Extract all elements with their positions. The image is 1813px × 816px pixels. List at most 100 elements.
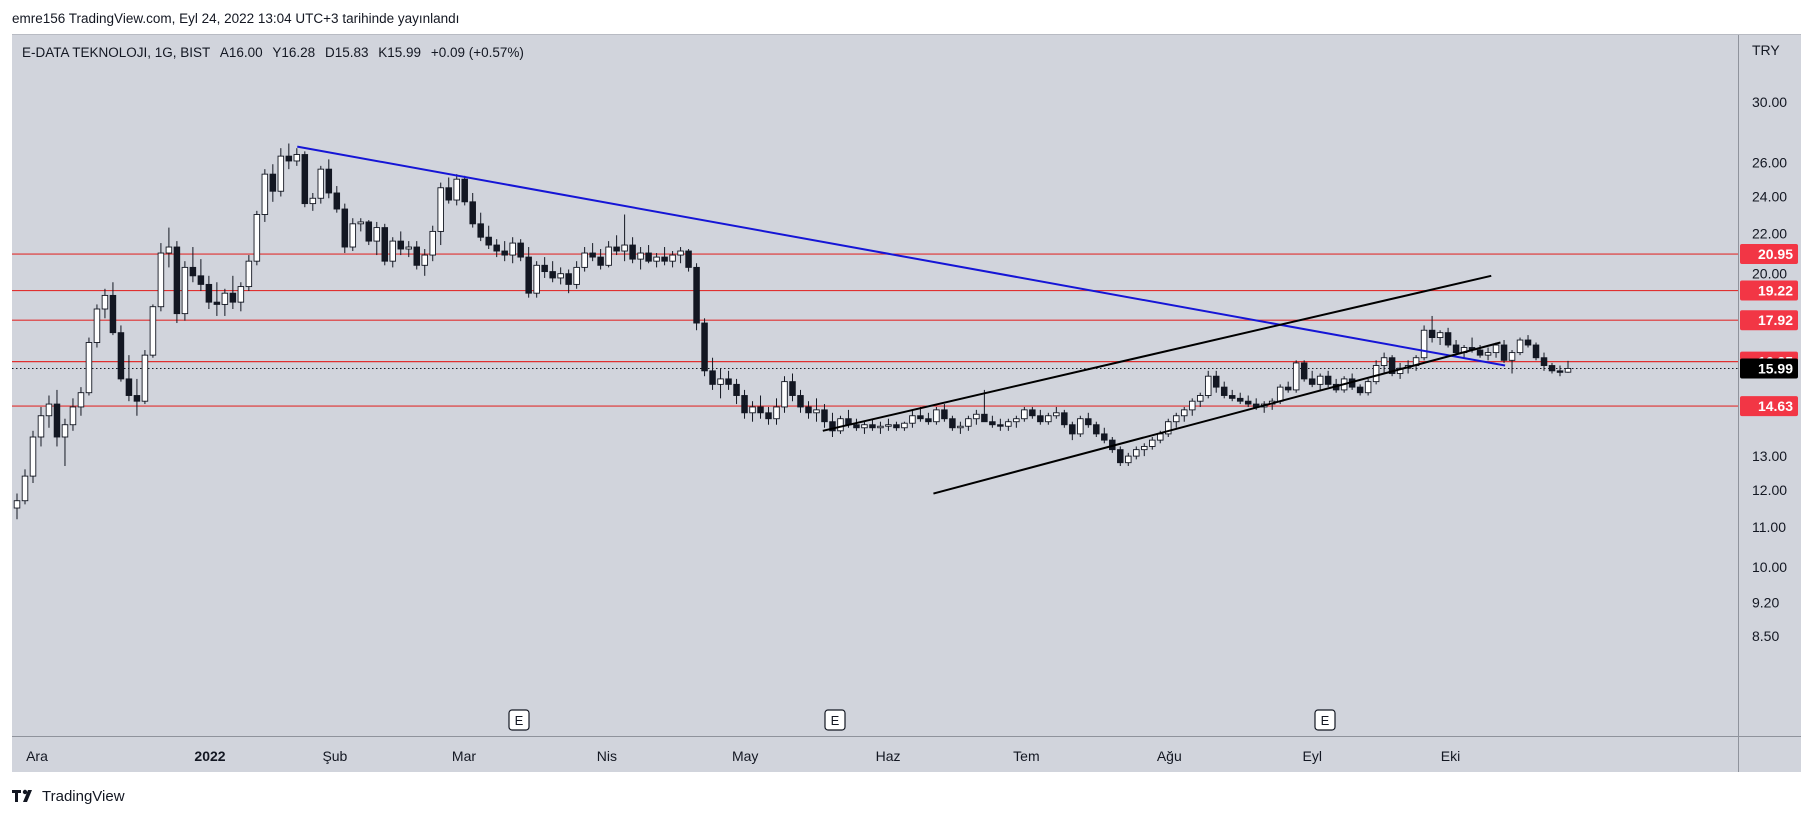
candle[interactable] [405,241,412,258]
candle[interactable] [69,398,77,431]
candle[interactable] [1428,315,1436,343]
time-axis[interactable] [12,736,1801,772]
candle[interactable] [1141,443,1148,457]
candle[interactable] [1548,362,1556,374]
candle[interactable] [221,288,229,316]
candle[interactable] [573,261,580,289]
candle[interactable] [301,151,309,208]
candle[interactable] [669,251,676,268]
candle[interactable] [365,220,373,246]
candle[interactable] [461,175,468,206]
candle[interactable] [941,404,948,422]
candle[interactable] [1204,370,1212,399]
candle[interactable] [1244,395,1252,407]
candle[interactable] [1300,360,1308,382]
candle[interactable] [29,430,37,484]
candle[interactable] [141,350,149,405]
candle[interactable] [485,225,492,250]
candle[interactable] [213,282,221,316]
candle[interactable] [541,257,548,278]
candle[interactable] [1292,360,1300,393]
candle[interactable] [1420,325,1428,361]
price-axis[interactable] [1738,34,1801,736]
candle[interactable] [989,415,996,428]
candle[interactable] [1212,370,1220,393]
candle[interactable] [829,412,836,438]
candle[interactable] [509,237,516,264]
candle[interactable] [717,368,724,399]
candle[interactable] [1388,355,1396,377]
last-price-badge[interactable]: 15.99 [1740,358,1798,379]
candle[interactable] [525,247,532,298]
candle[interactable] [1101,427,1108,444]
candle[interactable] [1532,342,1540,361]
candle[interactable] [1236,392,1244,405]
candle[interactable] [925,412,932,425]
candle[interactable] [85,337,93,396]
candle[interactable] [973,409,980,425]
candle[interactable] [317,165,325,204]
candle[interactable] [101,288,109,319]
candle[interactable] [1125,452,1132,466]
candle[interactable] [549,261,556,283]
candle[interactable] [13,493,21,520]
candle[interactable] [45,395,53,428]
candle[interactable] [1308,370,1316,388]
candle[interactable] [381,223,389,266]
candle[interactable] [1029,406,1036,419]
candle[interactable] [1500,340,1508,363]
candle[interactable] [501,241,508,262]
candle[interactable] [629,237,636,264]
candle[interactable] [965,415,972,431]
candle[interactable] [517,239,524,262]
candle[interactable] [1364,378,1372,396]
candle[interactable] [957,421,964,434]
price-level-badge[interactable]: 14.63 [1740,396,1798,417]
candle[interactable] [1021,406,1028,422]
candle[interactable] [685,249,692,272]
candle[interactable] [1372,360,1380,385]
tradingview-footer[interactable]: TradingView [12,786,125,806]
candle[interactable] [93,304,101,348]
candle[interactable] [661,247,668,266]
candle[interactable] [813,398,820,422]
candle[interactable] [1085,412,1092,428]
candle[interactable] [341,203,349,254]
candle[interactable] [749,401,756,422]
candle[interactable] [189,247,197,283]
candle[interactable] [21,469,29,505]
candle[interactable] [1380,352,1388,374]
candle[interactable] [885,418,892,431]
candle[interactable] [613,235,620,256]
candle[interactable] [1452,340,1460,356]
candle[interactable] [1133,446,1140,460]
candle[interactable] [1444,327,1452,348]
candle[interactable] [1540,352,1548,371]
candle[interactable] [413,241,420,270]
candle[interactable] [277,148,285,197]
candle[interactable] [869,418,876,431]
candle[interactable] [1356,384,1364,396]
candle[interactable] [1220,381,1228,399]
trendline-descending[interactable] [297,145,1506,367]
candle[interactable] [181,261,189,321]
candle[interactable] [373,221,381,256]
candle[interactable] [1564,360,1572,373]
candle[interactable] [1284,381,1292,393]
candle[interactable] [1077,415,1084,438]
candle[interactable] [693,263,700,331]
candle[interactable] [261,169,269,222]
candle[interactable] [725,370,732,390]
candle[interactable] [797,389,804,413]
candle[interactable] [237,282,245,312]
candle[interactable] [173,241,181,324]
candle[interactable] [1149,437,1156,450]
candle[interactable] [773,398,780,425]
candle[interactable] [893,421,900,431]
candle[interactable] [421,249,428,276]
candle[interactable] [621,214,628,262]
candle[interactable] [901,421,908,431]
candle[interactable] [253,210,261,266]
candle[interactable] [333,186,341,213]
